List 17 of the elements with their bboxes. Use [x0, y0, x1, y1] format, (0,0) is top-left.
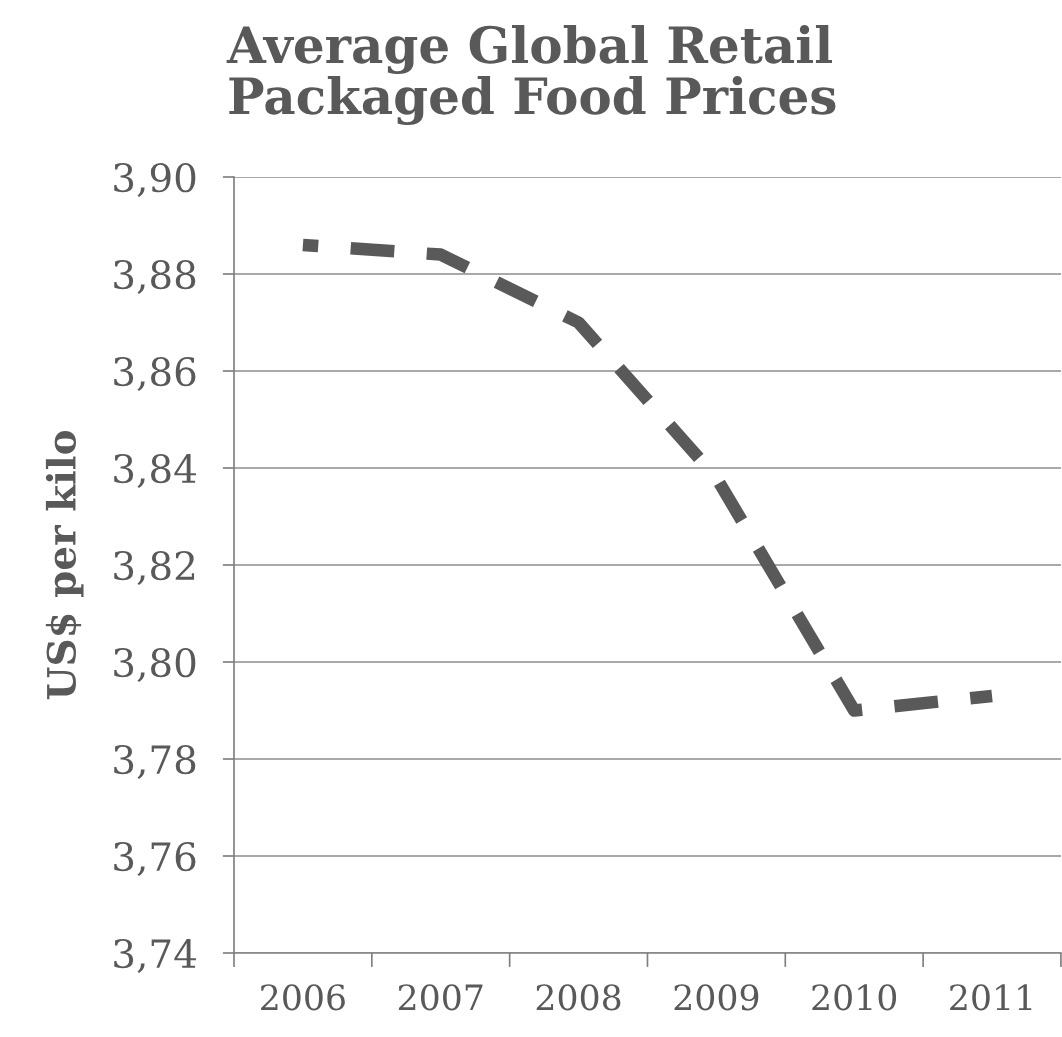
- y-tick-label: 3,74: [114, 938, 196, 974]
- y-tick-label: 3,80: [114, 647, 196, 683]
- x-tick-label: 2008: [536, 984, 621, 1011]
- x-tick-label: 2007: [398, 984, 483, 1011]
- y-tick-label: 3,86: [114, 356, 196, 392]
- y-axis-title: US$ per kilo: [45, 431, 84, 700]
- chart-title: Average Global Retail Packaged Food Prices: [226, 24, 836, 126]
- x-tick-label: 2006: [261, 984, 345, 1011]
- y-tick-label: 3,84: [114, 453, 196, 489]
- y-tick-label: 3,78: [114, 744, 196, 780]
- y-tick-label: 3,90: [114, 162, 196, 198]
- y-tick-label: 3,82: [114, 550, 195, 586]
- x-tick-label: 2011: [950, 984, 1032, 1011]
- y-tick-label: 3,76: [114, 841, 196, 877]
- y-tick-label: 3,88: [114, 259, 196, 295]
- x-tick-label: 2009: [674, 984, 759, 1011]
- x-tick-label: 2010: [812, 984, 897, 1011]
